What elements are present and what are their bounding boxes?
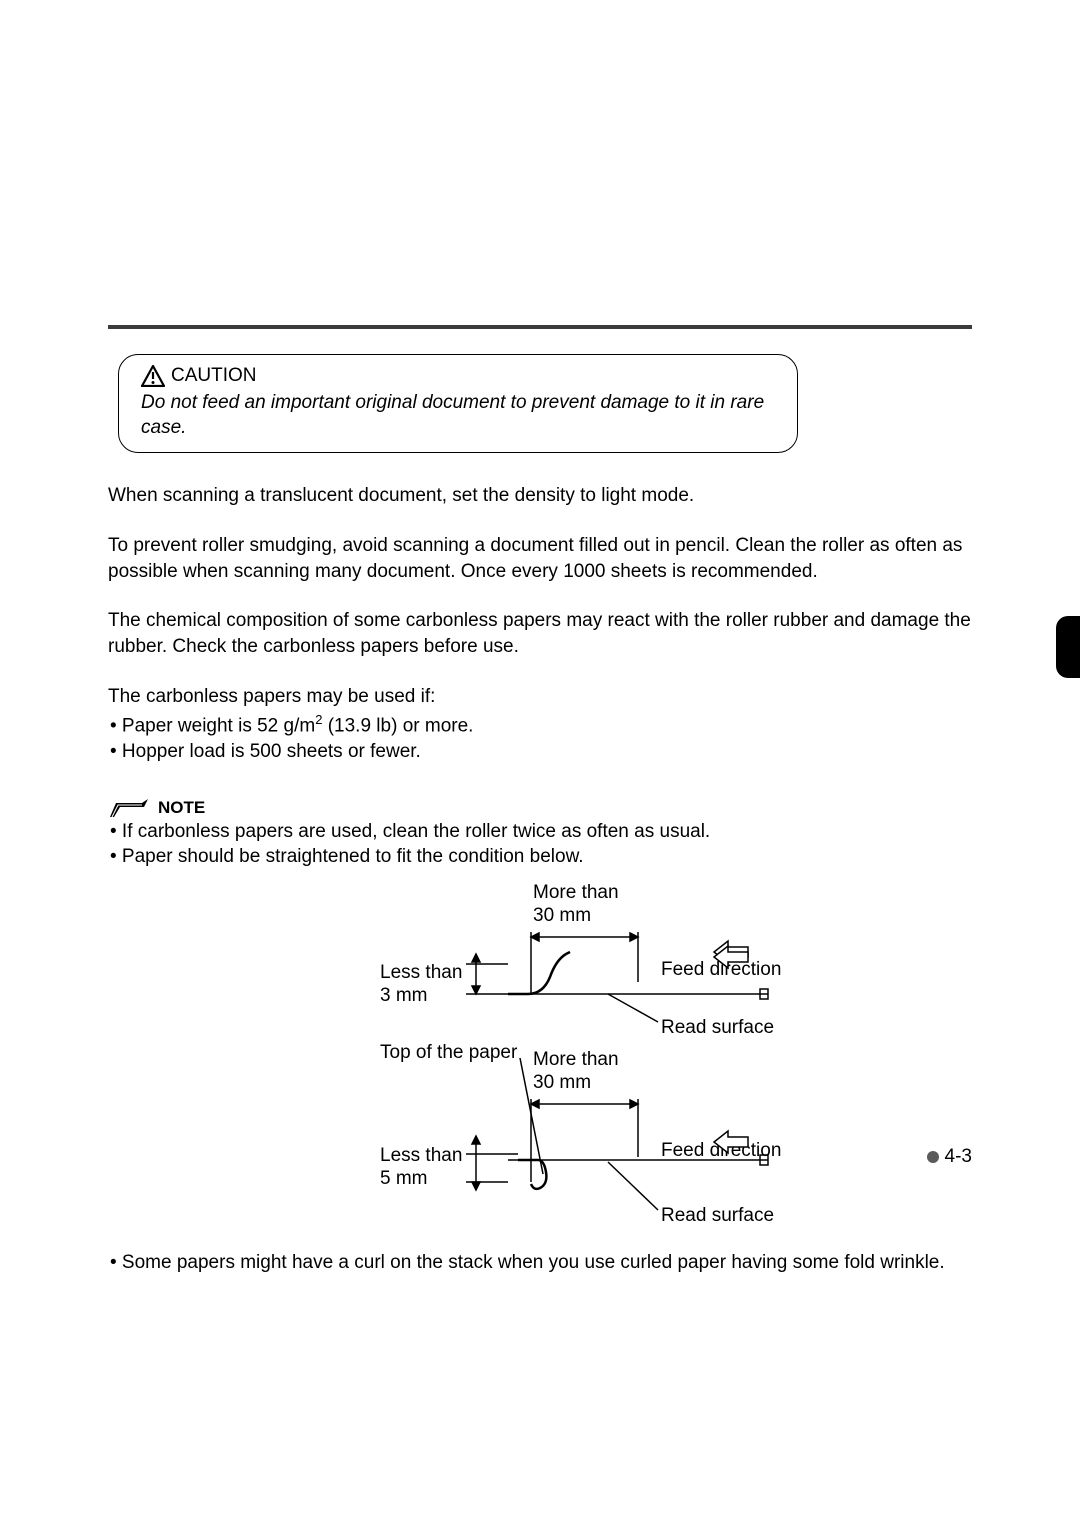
note-label: NOTE [158,798,205,818]
note-header: NOTE [108,797,972,819]
page-bullet-icon [927,1151,939,1163]
paper-curl-diagram: More than30 mm Less than3 mm Feed direct… [288,882,938,1242]
note-bullet-2: • Paper should be straightened to fit th… [110,844,972,870]
carbonless-intro: The carbonless papers may be used if: [108,684,972,710]
caution-label: CAUTION [171,365,257,387]
caution-header: CAUTION [141,365,775,387]
warning-icon [141,365,165,387]
carbonless-b1-suffix: (13.9 lb) or more. [322,716,473,737]
caution-box: CAUTION Do not feed an important origina… [118,354,798,453]
diagram-svg [288,882,938,1242]
page-tab [1056,616,1080,678]
note-bullet-1: • If carbonless papers are used, clean t… [110,819,972,845]
carbonless-bullet-2: • Hopper load is 500 sheets or fewer. [110,739,972,765]
page-number: 4-3 [927,1146,972,1168]
paragraph-translucent: When scanning a translucent document, se… [108,483,972,509]
carbonless-bullet-1: • Paper weight is 52 g/m2 (13.9 lb) or m… [110,711,972,739]
carbonless-b1-prefix: • Paper weight is 52 g/m [110,716,315,737]
page-number-text: 4-3 [945,1146,972,1168]
page-content: CAUTION Do not feed an important origina… [108,325,972,1276]
caution-text: Do not feed an important original docume… [141,391,775,440]
paragraph-carbonless-chem: The chemical composition of some carbonl… [108,608,972,659]
paragraph-smudging: To prevent roller smudging, avoid scanni… [108,533,972,584]
note-bullet-3: • Some papers might have a curl on the s… [110,1250,972,1276]
pencil-icon [108,797,150,819]
